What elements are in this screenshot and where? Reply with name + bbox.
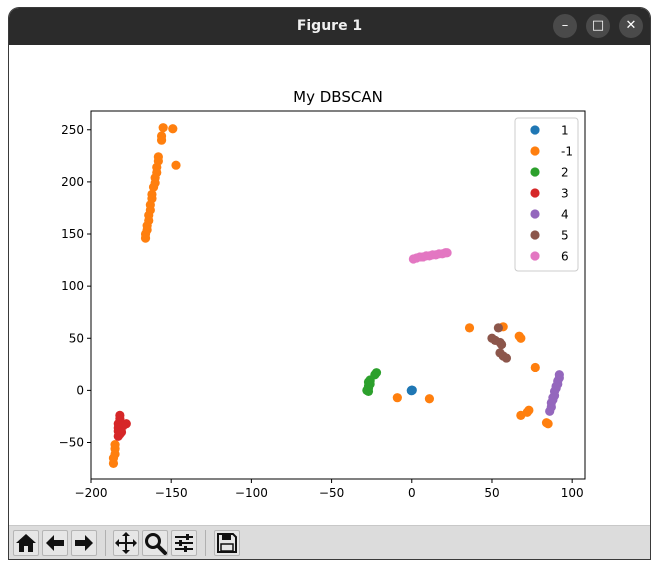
data-point-series-1: [524, 405, 534, 415]
legend-label: 2: [561, 166, 569, 180]
toolbar-separator: [105, 530, 106, 556]
figure-window: Figure 1 – □ ✕ −200 −150 −100 −50 0 50 100 −50 0…: [9, 8, 650, 559]
legend-marker: [530, 125, 540, 135]
axes-frame: [90, 110, 586, 480]
data-point-series-0: [407, 385, 417, 395]
x-tick-label: 100: [561, 486, 584, 500]
data-point-series-1: [171, 160, 181, 170]
legend-marker: [530, 146, 540, 156]
y-tick-label: 150: [61, 227, 84, 241]
y-tick-label: −50: [59, 436, 84, 450]
close-icon: ✕: [625, 18, 637, 33]
y-tick-label: 50: [69, 331, 84, 345]
arrow-right-icon: [75, 535, 93, 551]
legend-label: 4: [561, 208, 569, 222]
data-point-series-6: [442, 248, 452, 258]
home-button[interactable]: [13, 530, 39, 556]
close-button[interactable]: ✕: [619, 14, 643, 38]
maximize-icon: □: [591, 18, 605, 33]
forward-button[interactable]: [71, 530, 97, 556]
data-point-series-1: [108, 458, 119, 468]
x-tick-label: −200: [75, 486, 108, 500]
move-icon: [115, 532, 137, 554]
legend-label: -1: [561, 145, 573, 159]
data-point-series-2: [365, 376, 375, 386]
data-point-series-1: [543, 419, 553, 429]
maximize-button[interactable]: □: [586, 14, 610, 38]
legend-marker: [530, 251, 540, 261]
y-tick-label: 0: [76, 383, 84, 397]
y-tick-label: 200: [61, 175, 84, 189]
data-point-series-5: [501, 353, 512, 363]
data-point-series-4: [554, 370, 564, 380]
legend-marker: [530, 209, 540, 219]
arrow-left-icon: [46, 535, 64, 551]
x-tick-label: 0: [408, 486, 416, 500]
data-point-series-5: [493, 323, 503, 333]
sliders-icon: [175, 534, 193, 552]
legend-marker: [530, 167, 540, 177]
data-point-series-4: [548, 393, 558, 403]
configure-subplots-button[interactable]: [171, 530, 197, 556]
legend-label: 6: [561, 250, 569, 264]
pan-button[interactable]: [113, 530, 139, 556]
legend-label: 1: [561, 124, 569, 138]
home-icon: [16, 534, 36, 552]
minimize-icon: –: [561, 18, 569, 33]
data-point-series-1: [392, 393, 402, 403]
data-point-series-1: [158, 123, 168, 133]
zoom-button[interactable]: [142, 530, 168, 556]
floppy-disk-icon: [217, 533, 237, 553]
minimize-button[interactable]: –: [553, 14, 577, 38]
data-point-series-3: [116, 427, 127, 437]
chart-title: My DBSCAN: [293, 88, 383, 106]
data-point-series-1: [464, 323, 475, 333]
legend-marker: [530, 230, 540, 240]
x-tick-label: −100: [235, 486, 268, 500]
legend: 1 -1 2 3 4 5 6: [514, 117, 579, 272]
data-point-series-1: [140, 233, 151, 243]
back-button[interactable]: [42, 530, 68, 556]
legend-label: 5: [561, 229, 569, 243]
x-tick-label: −50: [319, 486, 344, 500]
data-point-series-1: [424, 394, 435, 404]
magnifier-icon: [145, 533, 167, 555]
y-tick-label: 250: [61, 123, 84, 137]
data-point-series-4: [551, 381, 561, 391]
data-point-series-5: [496, 339, 507, 350]
save-button[interactable]: [214, 530, 240, 556]
scatter-chart: −200 −150 −100 −50 0 50 100−50050100150200250 …: [59, 88, 586, 500]
toolbar-separator: [205, 530, 206, 556]
window-title: Figure 1: [296, 18, 363, 34]
legend-box: [514, 117, 579, 272]
x-tick-label: 50: [484, 486, 499, 500]
data-point-series-1: [168, 124, 178, 134]
data-point-series-1: [516, 333, 526, 343]
data-point-series-1: [530, 362, 540, 373]
data-point-series-1: [156, 135, 167, 145]
x-tick-label: −150: [155, 486, 188, 500]
legend-marker: [530, 188, 540, 198]
navigation-toolbar: [9, 525, 650, 559]
plot-canvas[interactable]: −200 −150 −100 −50 0 50 100 −50 0 50 100 150 200 250 …: [9, 45, 650, 525]
legend-label: 3: [561, 187, 569, 201]
title-bar[interactable]: Figure 1 – □ ✕: [9, 8, 650, 45]
y-tick-label: 100: [61, 279, 84, 293]
data-point-series-2: [363, 386, 374, 397]
data-point-series-1: [148, 182, 159, 192]
